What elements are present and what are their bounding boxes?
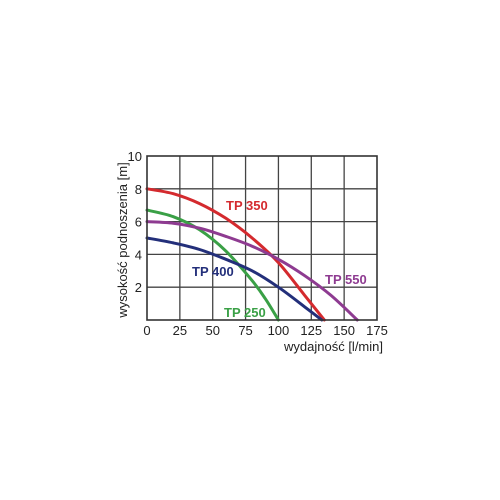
y-axis-ticks: 2 4 6 8 10 [128, 149, 142, 295]
x-axis-label: wydajność [l/min] [283, 339, 383, 354]
y-tick-label: 8 [135, 182, 142, 197]
series-label-tp-250: TP 250 [224, 305, 266, 320]
grid [147, 156, 377, 320]
series-label-tp-350: TP 350 [226, 198, 268, 213]
x-axis-ticks: 0 25 50 75 100 125 150 175 [143, 323, 387, 338]
y-tick-label: 6 [135, 215, 142, 230]
y-tick-label: 4 [135, 247, 142, 262]
x-tick-label: 75 [238, 323, 252, 338]
x-tick-label: 50 [205, 323, 219, 338]
series-line-tp-550 [145, 220, 359, 322]
x-tick-label: 0 [143, 323, 150, 338]
x-tick-label: 100 [268, 323, 290, 338]
x-tick-label: 25 [173, 323, 187, 338]
y-tick-label: 2 [135, 280, 142, 295]
series-line-tp-350 [145, 187, 326, 322]
series-label-tp-400: TP 400 [192, 264, 234, 279]
plot-frame [146, 155, 378, 321]
x-tick-label: 125 [300, 323, 322, 338]
x-tick-label: 150 [333, 323, 355, 338]
series-labels: TP 350 TP 250 TP 400 TP 550 [192, 198, 367, 320]
y-axis-label: wysokość podnoszenia [m] [115, 162, 130, 318]
curves [145, 187, 359, 322]
series-line-tp-250 [145, 208, 280, 322]
y-tick-label: 10 [128, 149, 142, 164]
series-label-tp-550: TP 550 [325, 272, 367, 287]
series-line-tp-400 [145, 236, 324, 322]
x-tick-label: 175 [366, 323, 388, 338]
